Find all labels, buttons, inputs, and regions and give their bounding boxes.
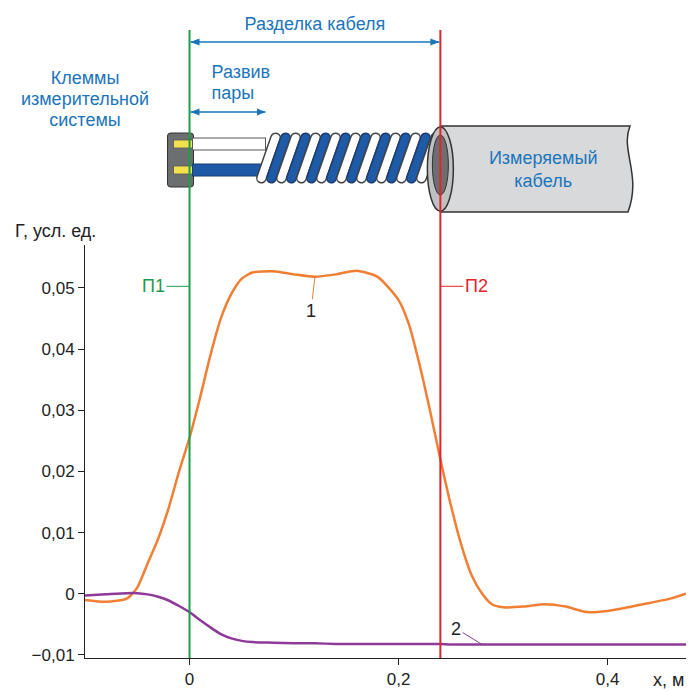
svg-text:Развивпары: Развивпары (212, 62, 271, 103)
svg-text:Γ, усл. ед.: Γ, усл. ед. (15, 221, 96, 241)
svg-text:0,4: 0,4 (596, 670, 620, 689)
svg-text:П2: П2 (465, 276, 488, 296)
svg-text:0,04: 0,04 (42, 340, 75, 359)
svg-text:П1: П1 (142, 276, 165, 296)
svg-text:0: 0 (65, 585, 74, 604)
svg-text:0,02: 0,02 (42, 462, 75, 481)
svg-text:0,03: 0,03 (42, 401, 75, 420)
svg-text:x, м: x, м (653, 670, 684, 690)
svg-text:0,05: 0,05 (42, 279, 75, 298)
svg-text:Клеммыизмерительнойсистемы: Клеммыизмерительнойсистемы (21, 68, 149, 130)
svg-text:0,2: 0,2 (387, 670, 411, 689)
svg-text:0: 0 (185, 670, 194, 689)
svg-text:1: 1 (306, 301, 316, 321)
svg-text:2: 2 (451, 619, 461, 639)
svg-text:0,01: 0,01 (42, 524, 75, 543)
svg-text:Измеряемыйкабель: Измеряемыйкабель (489, 148, 598, 191)
svg-text:Разделка кабеля: Разделка кабеля (245, 14, 386, 34)
svg-text:−0,01: −0,01 (32, 646, 75, 665)
